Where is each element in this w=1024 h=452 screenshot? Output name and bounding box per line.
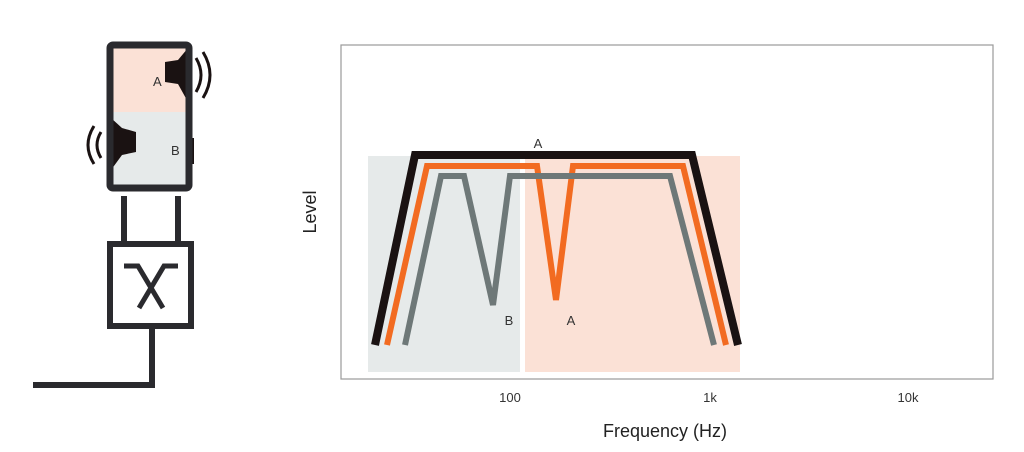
driver-a-response-line xyxy=(384,163,729,346)
sound-wave-icon xyxy=(95,131,103,159)
annotation-dip-a: A xyxy=(567,313,576,328)
sound-wave-icon xyxy=(86,125,96,165)
sound-wave-icon xyxy=(194,57,203,93)
frequency-plot: A B A 100 1k 10k Frequency (Hz) Level xyxy=(300,44,994,441)
driver-a-icon xyxy=(165,48,188,102)
wiring xyxy=(33,196,181,388)
annotation-top: A xyxy=(534,136,543,151)
x-tick-label: 10k xyxy=(898,390,919,405)
speaker-enclosure: A B xyxy=(86,41,212,192)
driver-b-label: B xyxy=(171,143,180,158)
driver-b-response-line xyxy=(402,173,717,346)
driver-b-icon xyxy=(111,118,136,170)
crossover-icon xyxy=(107,241,194,329)
x-axis-label: Frequency (Hz) xyxy=(603,421,727,441)
x-tick-label: 1k xyxy=(703,390,717,405)
x-tick-label: 100 xyxy=(499,390,521,405)
driver-a-label: A xyxy=(153,74,162,89)
total-response-line xyxy=(371,151,742,346)
y-axis-label: Level xyxy=(300,190,320,233)
sound-wave-icon xyxy=(201,51,212,99)
annotation-dip-b: B xyxy=(505,313,514,328)
